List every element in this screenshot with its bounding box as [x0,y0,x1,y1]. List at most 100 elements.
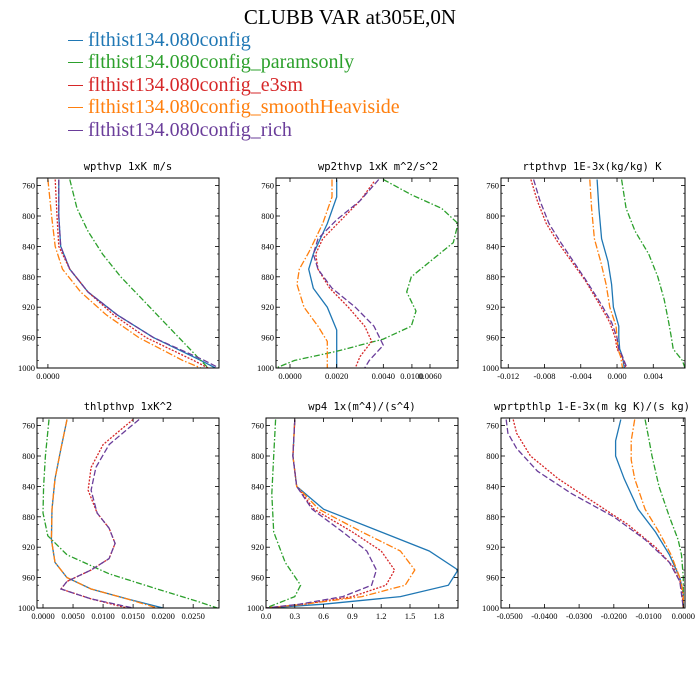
series-line [58,179,219,368]
y-tick-label: 760 [22,181,35,191]
x-tick-label: -0.0400 [531,611,557,621]
y-tick-label: 920 [486,302,499,312]
legend-swatch [68,84,83,86]
x-tick-label: 0.0150 [121,611,144,621]
y-tick-label: 960 [261,333,274,343]
series-line [59,418,140,608]
y-tick-label: 760 [251,421,264,431]
x-tick-label: 0.0040 [372,371,395,381]
y-tick-label: 840 [261,241,274,251]
x-tick-label: -0.0100 [635,611,661,621]
legend-label: flthist134.080config_rich [88,118,292,141]
y-tick-label: 800 [251,451,264,461]
plot-frame [265,417,459,609]
x-tick-label: 0.0100 [91,611,114,621]
series-line [505,419,684,608]
y-tick-label: 920 [251,542,264,552]
panel-title: wp2thvp 1xK m^2/s^2 [318,161,438,173]
legend-swatch [68,39,83,41]
legend-label: flthist134.080config_e3sm [88,73,303,96]
series-line [59,418,134,608]
series-line [266,419,396,608]
series-line [644,419,684,608]
x-tick-label: 0.0000 [672,611,695,621]
x-tick-label: 0.0060 [418,371,441,381]
y-tick-label: 920 [261,302,274,312]
x-tick-label: 1.8 [433,611,444,621]
y-tick-label: 1000 [482,603,499,613]
panel-title: wprtpthlp 1-E-3x(m kg K)/(s kg) [494,401,690,413]
y-tick-label: 760 [486,181,499,191]
x-tick-label: 1.5 [405,611,416,621]
legend-entry: flthist134.080config_rich [68,119,400,142]
panel: wpthvp 1xK m/s76080084088092096010000.00… [18,161,424,381]
y-tick-label: 1000 [18,603,35,613]
x-tick-label: 0.3 [289,611,300,621]
y-tick-label: 840 [486,241,499,251]
panel: wp2thvp 1xK m^2/s^2 760 800 840 880 920 960 100… [257,161,459,381]
x-tick-label: 0.0100 [400,371,423,381]
y-tick-label: 800 [486,211,499,221]
plot-frame [36,177,220,369]
y-tick-label: 1000 [257,363,274,373]
y-tick-label: 800 [22,211,35,221]
series-line [315,181,375,368]
y-tick-label: 800 [486,451,499,461]
legend-entry: flthist134.080config_smoothHeaviside [68,96,400,120]
series-line [50,419,158,608]
series-line [312,179,385,368]
legend-label: flthist134.080config [88,28,251,51]
x-tick-label: -0.012 [497,371,519,381]
y-tick-label: 960 [22,333,35,343]
x-tick-label: 0.0000 [36,371,59,381]
legend-label: flthist134.080config_smoothHeaviside [88,96,400,119]
y-tick-label: 760 [486,421,499,431]
series-line [530,179,627,368]
y-tick-label: 920 [22,302,35,312]
y-tick-label: 760 [261,181,274,191]
y-tick-label: 960 [486,333,499,343]
legend-label: flthist134.080config_paramsonly [88,51,355,74]
x-tick-label: 1.2 [376,611,387,621]
legend-swatch [68,62,83,64]
series-line [630,419,684,608]
x-tick-label: 0.9 [347,611,358,621]
x-tick-label: 0.0 [261,611,272,621]
y-tick-label: 920 [22,542,35,552]
series-line [266,419,302,608]
y-tick-label: 960 [486,573,499,583]
y-tick-label: 880 [22,512,35,522]
y-tick-label: 840 [22,481,35,491]
series-line [620,179,685,368]
plot-frame [500,417,686,609]
y-tick-label: 960 [251,573,264,583]
panel-title: thlpthvp 1xK^2 [84,401,173,413]
series-line [266,419,458,608]
x-tick-label: -0.0300 [566,611,592,621]
y-tick-label: 1000 [18,363,35,373]
plot-frame [500,177,686,369]
series-line [296,179,333,368]
legend-swatch [68,129,83,131]
chart-title: CLUBB VAR at305E,0N [243,5,457,29]
series-line [58,179,216,368]
y-tick-label: 840 [251,481,264,491]
series-line [614,419,684,608]
plot-frame [36,417,220,609]
series-line [266,419,416,608]
y-tick-label: 880 [261,272,274,282]
y-tick-label: 880 [486,272,499,282]
legend-entry: flthist134.080config [68,29,400,52]
y-tick-label: 760 [22,421,35,431]
legend-swatch [68,107,83,109]
legend-entry: flthist134.080config_e3sm [68,74,400,97]
series-line [532,179,628,368]
y-tick-label: 880 [251,512,264,522]
series-line [276,178,458,368]
x-tick-label: 0.0020 [325,371,348,381]
x-tick-label: 0.0000 [31,611,54,621]
panel: wp4 1x(m^4)/(s^4)76080084088092096010000… [247,401,459,621]
legend-entry: flthist134.080config_paramsonly [68,51,400,75]
panel-title: wpthvp 1xK m/s [84,161,173,173]
